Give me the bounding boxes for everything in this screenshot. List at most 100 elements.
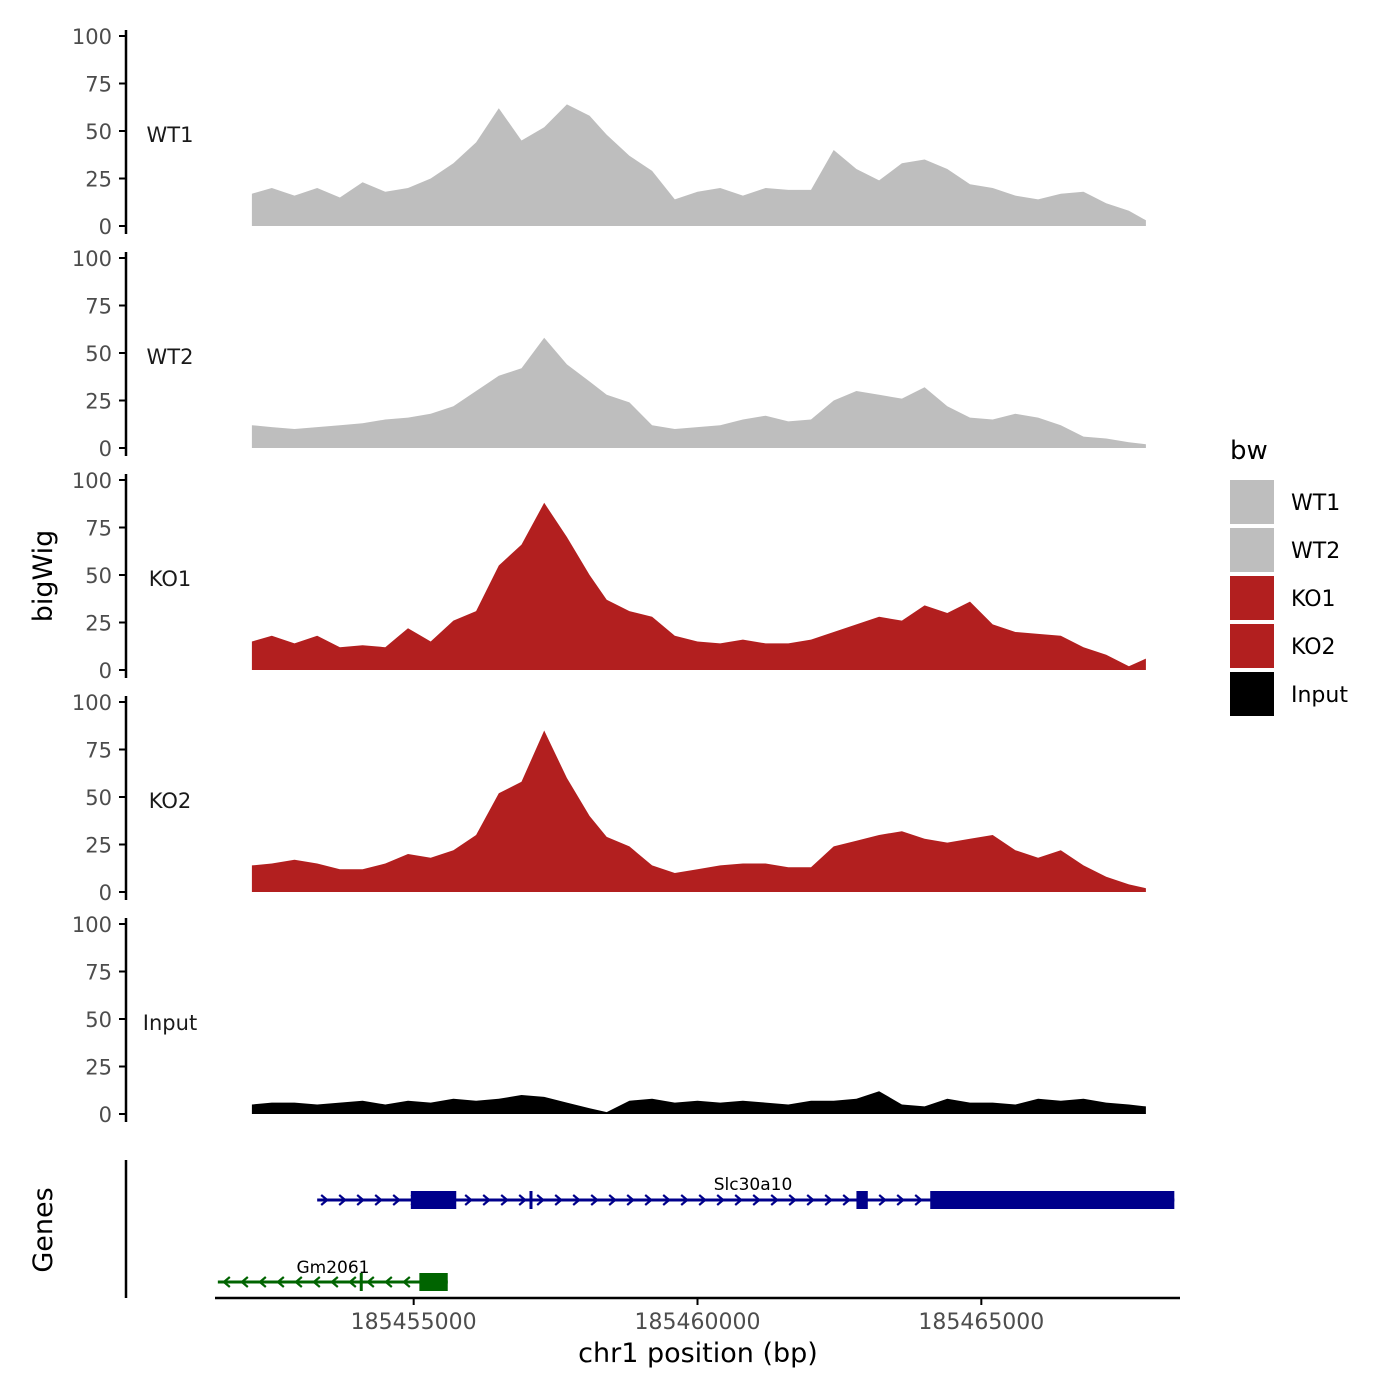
strand-arrow (240, 1276, 249, 1288)
strand-arrow (554, 1194, 563, 1206)
genes-axis-title: Genes (28, 1187, 59, 1272)
strand-arrow (374, 1194, 383, 1206)
strand-arrow (770, 1194, 779, 1206)
y-tick-label: 0 (99, 881, 112, 905)
strand-arrow (698, 1194, 707, 1206)
strand-arrow (788, 1194, 797, 1206)
y-tick-label: 100 (72, 691, 112, 715)
strand-arrow (752, 1194, 761, 1206)
track-label: Input (143, 1011, 197, 1035)
genes-panel: Slc30a10 Gm2061 (124, 1160, 1175, 1298)
y-tick-label: 75 (85, 73, 112, 97)
strand-arrow (392, 1194, 401, 1206)
y-tick-label: 50 (85, 564, 112, 588)
track-label: KO1 (149, 567, 192, 591)
strand-arrow (464, 1194, 473, 1206)
strand-arrow (644, 1194, 653, 1206)
track-ko2: 0 25 50 75 100 KO2 (72, 691, 1146, 905)
track-label: WT2 (147, 345, 194, 369)
legend-label: WT1 (1291, 491, 1340, 516)
x-tick-label: 185460000 (635, 1310, 761, 1335)
y-tick-label: 75 (85, 961, 112, 985)
legend-item-input: Input (1230, 672, 1348, 716)
y-tick-label: 25 (85, 834, 112, 858)
strand-arrow (896, 1194, 905, 1206)
y-tick-label: 50 (85, 1008, 112, 1032)
strand-arrow (608, 1194, 617, 1206)
legend-swatch (1230, 528, 1274, 572)
strand-arrow (734, 1194, 743, 1206)
x-tick-label: 185455000 (351, 1310, 477, 1335)
y-tick-label: 100 (72, 25, 112, 49)
signal-area-wt2 (251, 337, 1146, 448)
track-label: WT1 (147, 123, 194, 147)
strand-arrow (842, 1194, 851, 1206)
exon (856, 1191, 868, 1209)
y-tick-label: 100 (72, 247, 112, 271)
y-axis-title: bigWig (28, 530, 59, 623)
track-input: 0 25 50 75 100 Input (72, 913, 1146, 1127)
y-tick-label: 75 (85, 517, 112, 541)
strand-arrow (320, 1194, 329, 1206)
x-axis: 185455000 185460000 185465000 (215, 1296, 1180, 1335)
exon (359, 1273, 363, 1291)
y-tick-label: 75 (85, 739, 112, 763)
signal-area-ko1 (251, 502, 1146, 670)
strand-arrow (294, 1276, 303, 1288)
strand-arrow (536, 1194, 545, 1206)
track-wt2: 0 25 50 75 100 WT2 (72, 247, 1146, 461)
y-tick-label: 75 (85, 295, 112, 319)
legend-item-wt1: WT1 (1230, 480, 1340, 524)
strand-arrow (482, 1194, 491, 1206)
exon (419, 1273, 448, 1291)
legend: bw WT1 WT2 KO1 KO2 Input (1230, 436, 1348, 716)
track-ko1: 0 25 50 75 100 KO1 (72, 469, 1146, 683)
strand-arrow (222, 1276, 231, 1288)
x-tick-label: 185465000 (918, 1310, 1044, 1335)
legend-item-wt2: WT2 (1230, 528, 1340, 572)
strand-arrow (402, 1276, 411, 1288)
strand-arrow (258, 1276, 267, 1288)
legend-swatch (1230, 480, 1274, 524)
y-tick-label: 0 (99, 437, 112, 461)
y-tick-label: 100 (72, 913, 112, 937)
track-wt1: 0 25 50 75 100 WT1 (72, 25, 1146, 239)
strand-arrow (518, 1194, 527, 1206)
y-tick-label: 25 (85, 390, 112, 414)
strand-arrow (878, 1194, 887, 1206)
gene-label: Slc30a10 (714, 1175, 793, 1195)
strand-arrow (276, 1276, 285, 1288)
exon (529, 1191, 533, 1209)
track-label: KO2 (149, 789, 192, 813)
y-tick-label: 0 (99, 215, 112, 239)
y-tick-label: 0 (99, 1103, 112, 1127)
gene-slc30a10: Slc30a10 (317, 1175, 1175, 1209)
legend-swatch (1230, 672, 1274, 716)
strand-arrow (662, 1194, 671, 1206)
strand-arrow (626, 1194, 635, 1206)
legend-item-ko1: KO1 (1230, 576, 1336, 620)
strand-arrow (716, 1194, 725, 1206)
y-tick-label: 50 (85, 120, 112, 144)
strand-arrow (590, 1194, 599, 1206)
strand-arrow (680, 1194, 689, 1206)
legend-item-ko2: KO2 (1230, 624, 1336, 668)
y-tick-label: 25 (85, 1056, 112, 1080)
legend-label: KO2 (1291, 635, 1336, 660)
legend-label: Input (1291, 683, 1348, 708)
legend-label: KO1 (1291, 587, 1336, 612)
strand-arrow (338, 1194, 347, 1206)
signal-area-wt1 (251, 104, 1146, 226)
y-tick-label: 0 (99, 659, 112, 683)
signal-area-input (251, 1091, 1146, 1114)
x-axis-title: chr1 position (bp) (578, 1338, 818, 1369)
signal-tracks: 0 25 50 75 100 WT1 0 25 50 75 100 WT2 0 25 50 75 100 KO1 0… (72, 25, 1146, 1127)
strand-arrow (500, 1194, 509, 1206)
signal-area-ko2 (251, 730, 1146, 892)
strand-arrow (806, 1194, 815, 1206)
y-tick-label: 100 (72, 469, 112, 493)
exon (930, 1191, 1175, 1209)
strand-arrow (824, 1194, 833, 1206)
strand-arrow (348, 1276, 357, 1288)
strand-arrow (312, 1276, 321, 1288)
